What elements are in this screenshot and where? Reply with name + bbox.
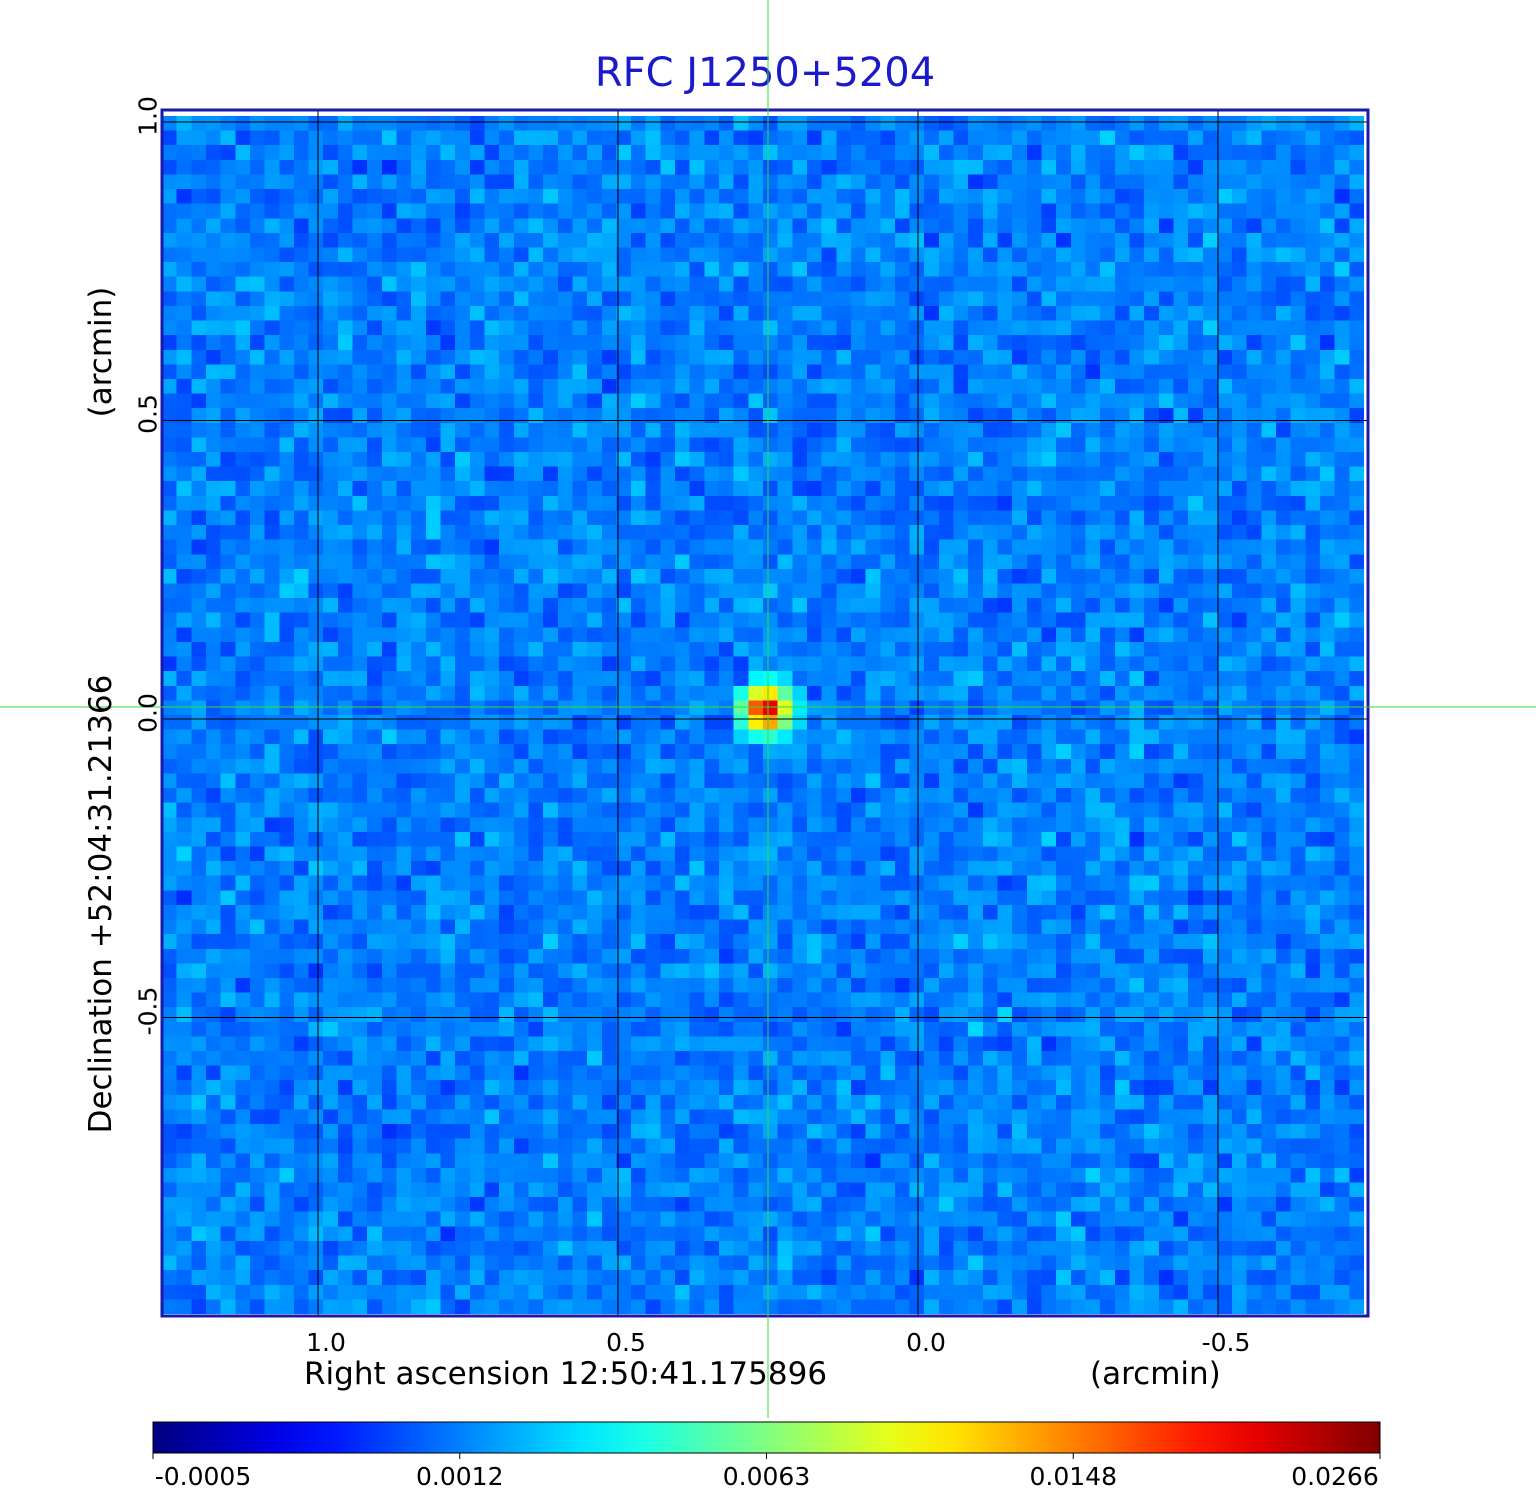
colorbar-tick-label: 0.0063 bbox=[722, 1462, 811, 1491]
y-axis-unit: (arcmin) bbox=[83, 286, 119, 418]
colorbar bbox=[152, 1421, 1381, 1454]
colorbar-tick-label: 0.0266 bbox=[1291, 1462, 1379, 1491]
y-tick-label: 1.0 bbox=[133, 96, 163, 136]
y-tick-label: 0.5 bbox=[133, 394, 163, 435]
colorbar-tick-label: -0.0005 bbox=[154, 1462, 252, 1491]
x-axis-label: Right ascension 12:50:41.175896 bbox=[304, 1356, 828, 1392]
x-tick-label: 0.5 bbox=[606, 1328, 646, 1357]
x-tick-label: -0.5 bbox=[1201, 1328, 1251, 1357]
intensity-image bbox=[162, 116, 1364, 1314]
x-axis-unit: (arcmin) bbox=[1090, 1356, 1221, 1392]
chart-title: RFC J1250+5204 bbox=[594, 50, 936, 96]
plot-frame bbox=[160, 108, 1370, 1318]
colorbar-tick-label: 0.0012 bbox=[416, 1462, 504, 1491]
colorbar-tick-label: 0.0148 bbox=[1029, 1462, 1117, 1491]
y-tick-label: -0.5 bbox=[133, 987, 163, 1036]
y-tick-label: 0.0 bbox=[133, 693, 163, 733]
x-tick-label: 0.0 bbox=[906, 1328, 946, 1357]
y-axis-label: Declination +52:04:31.21366 bbox=[83, 674, 119, 1134]
x-tick-label: 1.0 bbox=[306, 1328, 346, 1357]
